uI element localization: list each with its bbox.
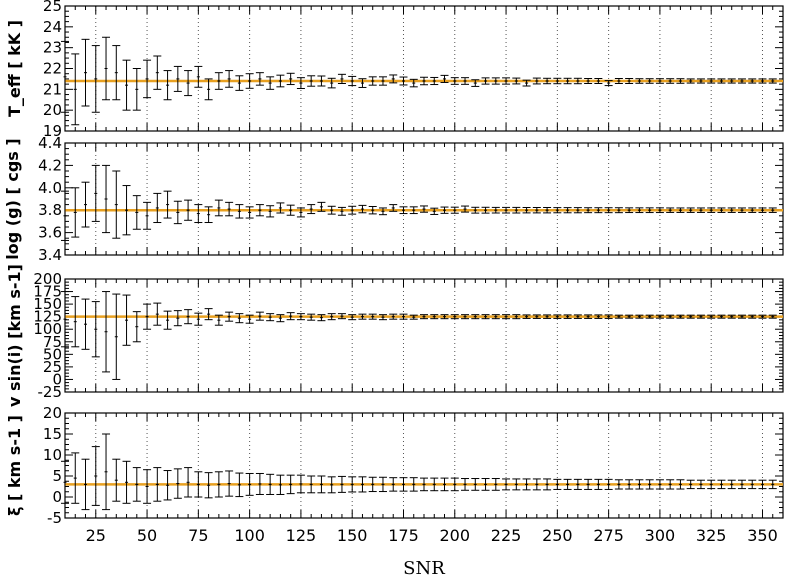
panel-frame — [64, 142, 784, 256]
y-tick-label: 20 — [43, 404, 62, 422]
y-tick-label: 25 — [43, 358, 62, 376]
y-tick-label: 50 — [43, 345, 62, 363]
y-tick-label: -25 — [38, 383, 63, 401]
x-tick-label: 225 — [491, 526, 522, 545]
y-tick-label: 0 — [52, 370, 62, 388]
y-tick-label: 24 — [43, 18, 62, 36]
y-tick-label: 10 — [43, 446, 62, 464]
x-tick-label: 250 — [542, 526, 573, 545]
x-tick-label: 325 — [696, 526, 727, 545]
y-tick-label: 3.4 — [38, 246, 62, 264]
x-tick-label: 25 — [86, 526, 106, 545]
y-tick-label: 22 — [43, 60, 62, 78]
x-tick-label: 350 — [747, 526, 778, 545]
panel-frame — [64, 412, 784, 519]
panel-frame — [64, 278, 784, 393]
y-tick-label: 150 — [33, 295, 62, 313]
y-tick-label: 75 — [43, 333, 62, 351]
x-tick-label: 50 — [137, 526, 157, 545]
y-tick-label: 175 — [33, 283, 62, 301]
y-tick-label: 3.6 — [38, 224, 62, 242]
y-tick-label: 19 — [43, 122, 62, 140]
y-axis-label: ξ [ km s-1 ] — [5, 415, 24, 516]
y-tick-label: 3.8 — [38, 201, 62, 219]
y-tick-label: 125 — [33, 308, 62, 326]
x-tick-label: 275 — [593, 526, 624, 545]
y-tick-label: 4.4 — [38, 134, 62, 152]
y-tick-label: 25 — [43, 0, 62, 15]
y-axis-label: v sin(i) [km s-1] — [5, 264, 24, 407]
y-tick-label: 4.2 — [38, 156, 62, 174]
x-tick-label: 100 — [234, 526, 265, 545]
x-tick-label: 150 — [337, 526, 368, 545]
x-tick-label: 175 — [388, 526, 419, 545]
x-axis-label: SNR — [403, 558, 445, 579]
y-tick-label: 5 — [52, 467, 62, 485]
x-tick-label: 300 — [645, 526, 676, 545]
y-tick-label: 20 — [43, 101, 62, 119]
y-tick-label: 200 — [33, 270, 62, 288]
y-tick-label: 21 — [43, 80, 62, 98]
y-axis-label: log (g) [ cgs ] — [3, 138, 22, 259]
y-tick-label: 15 — [43, 425, 62, 443]
x-tick-label: 75 — [188, 526, 208, 545]
y-tick-label: 100 — [33, 320, 62, 338]
x-tick-label: 200 — [439, 526, 470, 545]
y-axis-label: T_eff [ kK ] — [5, 20, 24, 117]
panel-frame — [64, 5, 784, 132]
y-tick-label: 4.0 — [38, 179, 62, 197]
x-tick-label: 125 — [286, 526, 317, 545]
y-tick-label: -5 — [47, 509, 62, 527]
y-tick-label: 23 — [43, 39, 62, 57]
y-tick-label: 0 — [52, 488, 62, 506]
